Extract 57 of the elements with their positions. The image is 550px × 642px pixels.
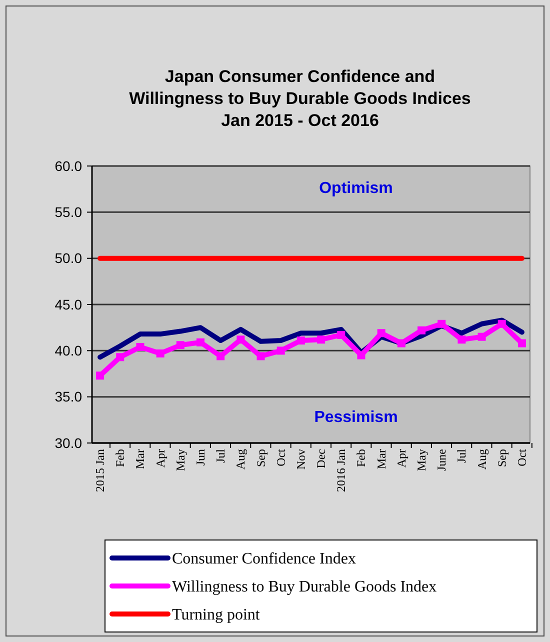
point <box>296 336 305 345</box>
x-tick-label: 2016 Jan <box>334 449 348 492</box>
point <box>176 341 184 350</box>
legend-label: Turning point <box>172 606 260 624</box>
y-tick-label: 30.0 <box>54 434 82 451</box>
y-tick-label: 55.0 <box>54 204 82 220</box>
x-tick-label: Oct <box>274 448 288 466</box>
y-tick-label: 50.0 <box>54 250 82 266</box>
y-tick-label: 40.0 <box>54 342 82 359</box>
point <box>236 336 245 344</box>
point <box>156 349 164 358</box>
point <box>518 339 526 348</box>
x-tick-label: Jul <box>454 448 469 464</box>
point <box>498 320 506 328</box>
point <box>116 353 124 362</box>
x-tick-label: Jun <box>193 449 208 466</box>
point <box>96 372 104 380</box>
annotation: Optimism <box>319 180 393 197</box>
x-tick-label: Dec <box>314 449 328 468</box>
y-tick-label: 35.0 <box>54 388 82 405</box>
legend-label: Consumer Confidence Index <box>172 550 356 568</box>
point <box>136 342 144 351</box>
x-tick-label: Feb <box>113 449 128 467</box>
point <box>337 330 346 339</box>
y-tick-label: 45.0 <box>54 296 82 312</box>
x-tick-label: Mar <box>374 449 388 469</box>
x-tick-label: Nov <box>294 449 308 470</box>
y-tick-label: 60.0 <box>54 158 82 174</box>
x-tick-label: May <box>414 449 429 471</box>
x-tick-label: Apr <box>153 449 168 468</box>
point <box>276 346 285 355</box>
x-tick-label: May <box>173 449 188 471</box>
point <box>397 339 406 348</box>
x-tick-label: 2015 Jan <box>93 449 108 492</box>
x-tick-label: Oct <box>514 448 529 466</box>
legend-label: Willingness to Buy Durable Goods Index <box>172 578 437 596</box>
x-tick-label: Apr <box>394 449 408 468</box>
x-tick-label: Sep <box>254 449 268 467</box>
point <box>418 326 426 334</box>
point <box>317 336 326 344</box>
annotation: Pessimism <box>314 409 398 426</box>
x-tick-label: Feb <box>354 449 368 467</box>
chart-title: Japan Consumer Confidence and Willingness to Buy Durable Goods Indices Jan 2015 - Oct 2016 <box>129 67 471 130</box>
x-tick-label: June <box>434 449 449 471</box>
point <box>438 320 446 328</box>
x-tick-label: Mar <box>133 449 148 469</box>
point <box>478 332 486 341</box>
point <box>357 351 366 360</box>
x-tick-label: Aug <box>234 449 248 470</box>
point <box>377 329 386 338</box>
x-tick-label: Jul <box>214 448 228 464</box>
point <box>458 336 466 344</box>
point <box>216 352 225 360</box>
point <box>196 338 204 346</box>
point <box>256 352 265 360</box>
x-tick-label: Aug <box>474 449 489 470</box>
x-tick-label: Sep <box>494 449 509 467</box>
